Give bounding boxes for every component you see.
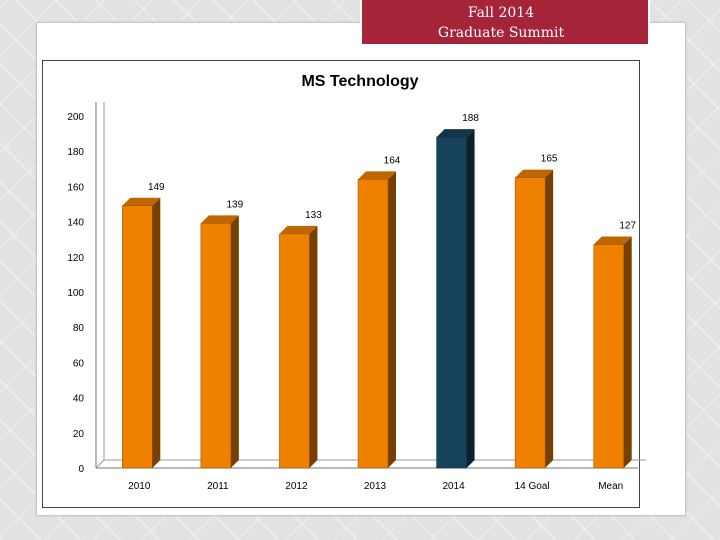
- x-tick-label: 14 Goal: [515, 481, 550, 492]
- bar-front-face: [279, 233, 310, 469]
- y-axis-ticks: 0 20 40 60 80 100 120 140 160 180 200: [67, 112, 84, 475]
- bar-mean: [593, 236, 632, 469]
- x-tick-label: 2013: [364, 481, 387, 492]
- event-banner: Fall 2014 Graduate Summit: [360, 0, 650, 46]
- bar-side-face: [388, 171, 396, 469]
- bar-top-face: [515, 169, 554, 178]
- bar-2010: [122, 197, 161, 469]
- bar-top-face: [279, 225, 318, 234]
- bar-14-goal: [514, 169, 554, 469]
- x-tick-label: 2010: [128, 481, 151, 492]
- data-label: 164: [384, 155, 401, 166]
- x-axis-categories: 2010 2011 2012 2013 2014 14 Goal Mean: [128, 481, 623, 492]
- bar-side-face: [309, 225, 318, 468]
- y-tick-label: 80: [73, 323, 85, 334]
- data-label: 133: [305, 210, 322, 221]
- bar-side-face: [545, 169, 554, 468]
- x-tick-label: Mean: [598, 481, 623, 492]
- bars: [122, 129, 632, 469]
- bar-top-face: [593, 236, 632, 245]
- y-tick-label: 160: [67, 182, 84, 193]
- data-label: 165: [541, 154, 558, 165]
- bar-front-face: [514, 177, 546, 469]
- banner-line-2: Graduate Summit: [437, 25, 565, 41]
- data-label: 149: [148, 182, 165, 193]
- bar-side-face: [152, 197, 161, 468]
- bar-front-face: [436, 136, 467, 469]
- y-tick-label: 140: [67, 218, 84, 229]
- y-tick-label: 200: [67, 112, 84, 123]
- bar-2012: [279, 225, 318, 469]
- data-labels: 149 139 133 164 188 165 127: [148, 113, 637, 231]
- bar-side-face: [466, 129, 475, 468]
- bar-front-face: [357, 179, 389, 469]
- y-tick-label: 120: [67, 253, 84, 264]
- banner-line-1: Fall 2014: [467, 5, 535, 21]
- bar-front-face: [122, 205, 153, 469]
- data-label: 188: [462, 113, 479, 124]
- data-label: 139: [227, 199, 244, 210]
- y-tick-label: 100: [67, 288, 84, 299]
- y-tick-label: 60: [73, 358, 85, 369]
- data-label: 127: [619, 220, 636, 231]
- bar-2011: [200, 215, 239, 469]
- bar-2013: [357, 171, 396, 469]
- x-tick-label: 2012: [285, 481, 308, 492]
- bar-top-face: [358, 171, 396, 180]
- y-tick-label: 0: [78, 464, 84, 475]
- bar-top-face: [436, 129, 475, 138]
- x-tick-label: 2011: [207, 481, 229, 492]
- y-tick-label: 180: [67, 147, 84, 158]
- bar-side-face: [230, 215, 239, 468]
- bar-side-face: [623, 236, 632, 468]
- bar-top-face: [122, 197, 161, 206]
- bar-top-face: [200, 215, 239, 224]
- chart-title: MS Technology: [301, 73, 418, 90]
- bar-front-face: [593, 244, 624, 469]
- x-tick-label: 2014: [442, 481, 465, 492]
- y-tick-label: 40: [73, 394, 85, 405]
- bar-front-face: [200, 223, 232, 469]
- bar-2014: [436, 129, 475, 469]
- y-tick-label: 20: [73, 429, 85, 440]
